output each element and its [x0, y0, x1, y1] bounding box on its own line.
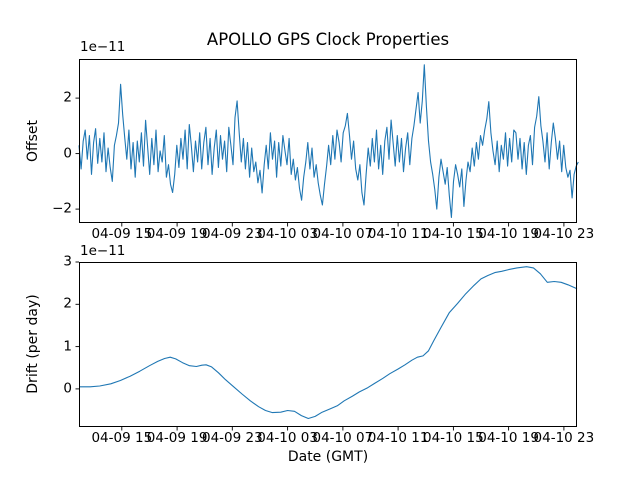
x-tick-label: 04-10 23: [533, 430, 595, 446]
y-tick-label: 0: [63, 144, 72, 161]
x-tick-label: 04-10 19: [478, 430, 539, 446]
y-tick-label: 3: [63, 253, 72, 270]
y-tick-label: 2: [63, 295, 72, 312]
x-tick-label: 04-09 15: [91, 430, 153, 446]
x-tick-label: 04-10 19: [478, 226, 539, 242]
y-tick-label: 0: [63, 380, 72, 397]
x-tick-label: 04-09 23: [201, 226, 263, 242]
y-tick-label: −2: [52, 200, 72, 217]
x-tick-label: 04-10 03: [257, 226, 318, 242]
x-tick-label: 04-10 07: [312, 430, 374, 446]
x-tick-label: 04-10 03: [257, 430, 318, 446]
x-tick-label: 04-09 23: [201, 430, 263, 446]
chart-title: APOLLO GPS Clock Properties: [206, 30, 450, 49]
x-tick-label: 04-10 11: [367, 430, 429, 446]
drift-series-line: [79, 266, 578, 420]
x-tick-label: 04-09 19: [146, 430, 208, 446]
y-tick-label: 2: [63, 89, 72, 106]
tick-marks: [75, 97, 565, 227]
offset-axis-scale-label: 1e−11: [80, 39, 126, 55]
x-tick-label: 04-09 19: [146, 226, 208, 242]
x-tick-label: 04-10 15: [423, 430, 484, 446]
drift-axes: [75, 261, 578, 431]
x-tick-label: 04-09 15: [91, 226, 153, 242]
x-tick-label: 04-10 11: [367, 226, 429, 242]
offset-series-line: [78, 64, 579, 219]
offset-axes: [75, 59, 579, 227]
offset-y-axis-label: Offset: [25, 119, 41, 163]
y-tick-label: 1: [63, 337, 72, 354]
x-tick-label: 04-10 23: [533, 226, 595, 242]
drift-axis-scale-label: 1e−11: [80, 243, 126, 259]
axes-spines: [79, 59, 577, 223]
x-tick-label: 04-10 07: [312, 226, 374, 242]
axes-spines: [79, 262, 577, 427]
x-tick-label: 04-10 15: [423, 226, 484, 242]
x-axis-label: Date (GMT): [287, 449, 369, 465]
tick-marks: [75, 261, 565, 431]
drift-y-axis-label: Drift (per day): [25, 294, 41, 394]
